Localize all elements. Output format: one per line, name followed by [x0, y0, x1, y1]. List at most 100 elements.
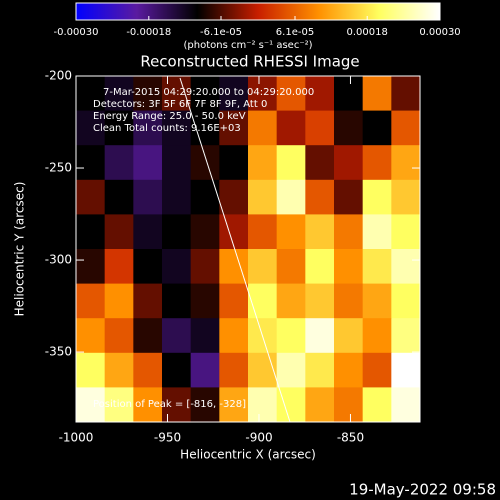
y-tick-label: -300: [45, 253, 72, 267]
limb-line: [179, 77, 291, 423]
heatmap-cell: [190, 249, 220, 285]
heatmap-cell: [190, 214, 220, 250]
heatmap-cell: [334, 352, 364, 388]
heatmap-cell: [162, 110, 192, 146]
heatmap-cell: [219, 76, 249, 112]
heatmap-cell: [219, 283, 249, 319]
heatmap-cell: [190, 76, 220, 112]
heatmap-cell: [276, 387, 306, 423]
colorbar-tick-label: 0.00030: [419, 27, 460, 38]
heatmap-cell: [219, 318, 249, 354]
heatmap-cell: [190, 283, 220, 319]
annotation: Detectors: 3F 5F 6F 7F 8F 9F, Att 0: [93, 99, 267, 110]
heatmap-cell: [162, 214, 192, 250]
heatmap-cell: [104, 249, 134, 285]
heatmap-cell: [305, 283, 335, 319]
footer: 19-May-2022 09:58: [349, 481, 496, 499]
heatmap-cell: [248, 352, 278, 388]
heatmap-cell: [133, 352, 163, 388]
heatmap-cell: [162, 76, 192, 112]
heatmap-cell: [305, 249, 335, 285]
heatmap-cell: [305, 387, 335, 423]
colorbar: [75, 2, 441, 21]
heatmap-cell: [104, 214, 134, 250]
x-tick-label: -850: [337, 431, 364, 445]
heatmap-cell: [133, 76, 163, 112]
heatmap-cell: [162, 283, 192, 319]
colorbar-tick-label: -0.00018: [126, 27, 171, 38]
heatmap-cell: [248, 214, 278, 250]
heatmap-cell: [391, 352, 421, 388]
heatmap-cell: [305, 179, 335, 215]
heatmap-cell: [391, 249, 421, 285]
colorbar-label: (photons cm⁻² s⁻¹ asec⁻²): [183, 40, 312, 51]
heatmap-cell: [276, 179, 306, 215]
heatmap-cell: [362, 145, 392, 181]
overlay: -1000 -950 -900 -850 -350 -300 -250 -200 7-Mar-2…: [45, 69, 421, 445]
heatmap-cell: [133, 283, 163, 319]
heatmap-cell: [219, 145, 249, 181]
y-axis-label: Heliocentric Y (arcsec): [13, 182, 27, 317]
x-tick-label: -950: [154, 431, 181, 445]
annotation: 7-Mar-2015 04:29:20.000 to 04:29:20.000: [103, 87, 314, 98]
colorbar-tick-label: 0.00018: [347, 27, 388, 38]
chart-title: Reconstructed RHESSI Image: [140, 53, 359, 71]
heatmap-cell: [133, 387, 163, 423]
annotation: Position of Peak = [-816, -328]: [93, 399, 246, 410]
heatmap-cell: [391, 214, 421, 250]
heatmap-cell: [104, 283, 134, 319]
heatmap-cell: [104, 352, 134, 388]
heatmap-cell: [76, 387, 106, 423]
x-axis-label: Heliocentric X (arcsec): [180, 448, 316, 462]
heatmap-cell: [248, 283, 278, 319]
heatmap-cell: [76, 179, 106, 215]
heatmap-cell: [305, 110, 335, 146]
heatmap-cell: [133, 249, 163, 285]
heatmap-cell: [305, 352, 335, 388]
heatmap-cell: [248, 249, 278, 285]
heatmap-cell: [362, 387, 392, 423]
heatmap-cell: [362, 76, 392, 112]
heatmap-cell: [305, 76, 335, 112]
heatmap-cell: [248, 179, 278, 215]
heatmap-cell: [362, 110, 392, 146]
heatmap-cell: [334, 214, 364, 250]
heatmap-cell: [104, 110, 134, 146]
heatmap-cell: [162, 352, 192, 388]
heatmap-cell: [276, 318, 306, 354]
heatmap-cell: [76, 76, 106, 112]
heatmap-cell: [248, 387, 278, 423]
heatmap-cell: [162, 387, 192, 423]
heatmap-cell: [334, 145, 364, 181]
heatmap-cell: [334, 318, 364, 354]
heatmap-cell: [133, 145, 163, 181]
heatmap-cell: [104, 179, 134, 215]
heatmap-cell: [76, 283, 106, 319]
heatmap-cell: [76, 145, 106, 181]
heatmap-cell: [391, 179, 421, 215]
heatmap-cell: [133, 318, 163, 354]
heatmap-cell: [334, 387, 364, 423]
heatmap-cell: [334, 179, 364, 215]
heatmap-cell: [76, 110, 106, 146]
heatmap-cell: [104, 145, 134, 181]
heatmap-cell: [190, 387, 220, 423]
y-tick-label: -200: [45, 69, 72, 83]
annotation: Clean Total counts: 9.16E+03: [93, 123, 241, 134]
heatmap-cell: [219, 110, 249, 146]
colorbar-tick-label: 6.1e-05: [276, 27, 314, 38]
heatmap-cell: [305, 145, 335, 181]
heatmap-cell: [76, 249, 106, 285]
heatmap-cell: [391, 76, 421, 112]
heatmap-cell: [162, 249, 192, 285]
heatmap-cell: [362, 249, 392, 285]
heatmap-cell: [276, 145, 306, 181]
y-tick-label: -250: [45, 161, 72, 175]
heatmap-cell: [190, 179, 220, 215]
heatmap-cell: [248, 110, 278, 146]
x-tick-label: -900: [245, 431, 272, 445]
heatmap-cell: [76, 352, 106, 388]
heatmap-cell: [362, 318, 392, 354]
heatmap-cell: [362, 283, 392, 319]
